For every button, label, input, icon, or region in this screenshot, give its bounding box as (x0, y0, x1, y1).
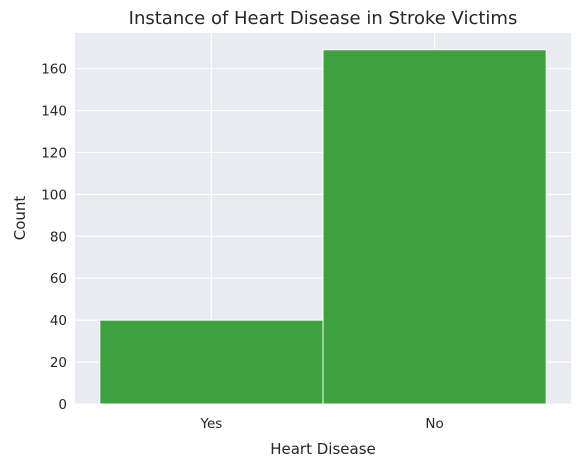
y-tick-label: 0 (58, 397, 67, 413)
bar-no (322, 49, 547, 405)
x-tick-label: No (425, 416, 443, 432)
bar-yes (99, 319, 324, 405)
y-tick-label: 20 (50, 355, 67, 371)
y-axis-label: Count (11, 196, 29, 241)
y-tick-label: 60 (50, 271, 67, 287)
y-tick-label: 120 (41, 145, 67, 161)
x-tick-label: Yes (200, 416, 223, 432)
bars (99, 49, 547, 405)
chart-title: Instance of Heart Disease in Stroke Vict… (129, 8, 518, 29)
y-tick-label: 40 (50, 313, 67, 329)
x-axis-ticks: Yes No (200, 416, 444, 432)
y-tick-label: 160 (41, 62, 67, 78)
y-tick-label: 80 (50, 229, 67, 245)
y-tick-label: 140 (41, 104, 67, 120)
x-axis-label: Heart Disease (270, 440, 376, 458)
y-tick-label: 100 (41, 187, 67, 203)
y-axis-ticks: 0 20 40 60 80 100 120 140 160 (41, 62, 67, 413)
